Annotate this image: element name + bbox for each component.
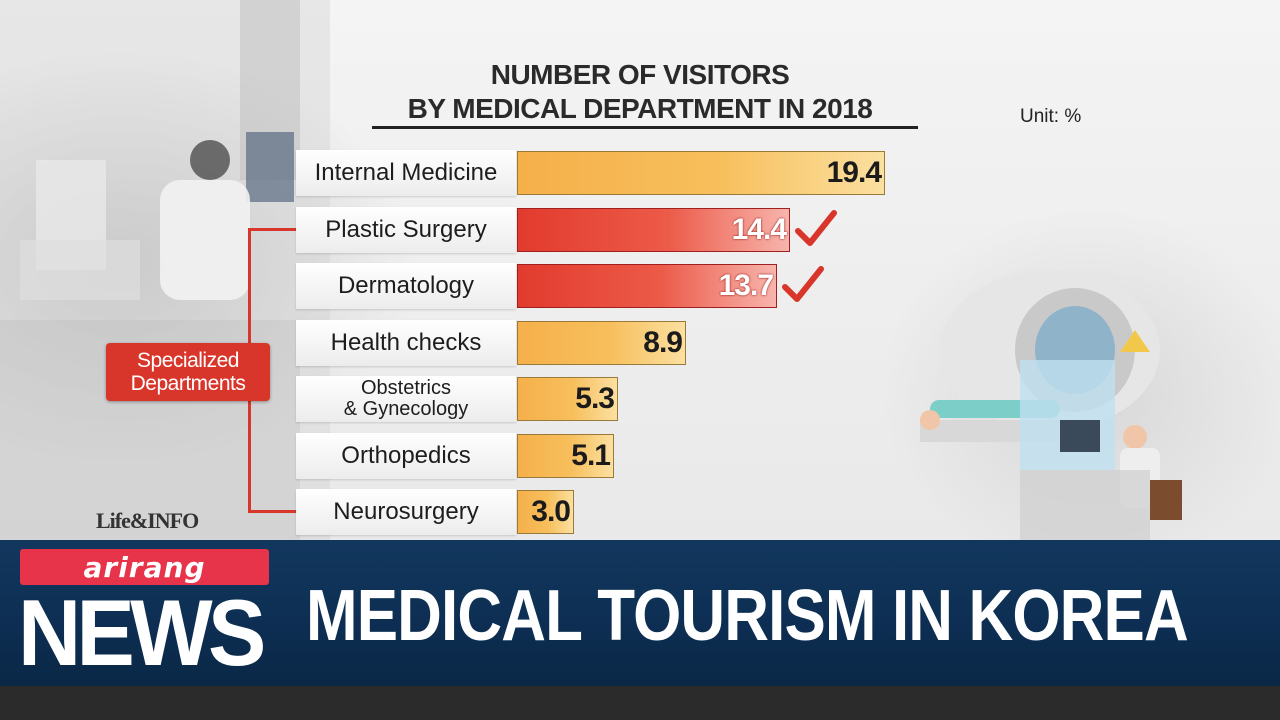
life-info-logo: Life&INFO <box>96 508 199 533</box>
bar <box>517 321 686 365</box>
specialized-departments-label: Specialized Departments <box>106 343 270 401</box>
bar <box>517 151 885 195</box>
arirang-brand-text: arirang <box>83 550 206 584</box>
category-label: Plastic Surgery <box>296 207 516 253</box>
category-label-line: Dermatology <box>337 272 475 299</box>
background <box>0 0 1280 540</box>
bar <box>517 490 574 534</box>
headline: MEDICAL TOURISM IN KOREA <box>306 576 1189 656</box>
specialized-label-line-1: Specialized <box>137 349 239 372</box>
bottom-strip <box>0 686 1280 720</box>
bar <box>517 208 790 252</box>
news-label: NEWS <box>18 580 266 685</box>
category-label-text: Orthopedics <box>341 442 471 469</box>
category-label-line: Plastic Surgery <box>325 216 487 243</box>
unit-label: Unit: % <box>1020 106 1082 127</box>
category-label-line: Obstetrics <box>360 377 451 399</box>
value-label: 13.7 <box>718 269 774 302</box>
category-label: Orthopedics <box>296 433 516 479</box>
bar <box>517 377 618 421</box>
category-label-line: Internal Medicine <box>314 159 498 186</box>
checkmark-stroke <box>795 210 837 246</box>
category-label-text: Health checks <box>330 329 482 356</box>
bracket-top-line <box>248 228 296 231</box>
value-label: 14.4 <box>731 213 787 246</box>
specialized-label-line-2: Departments <box>130 372 246 395</box>
category-label-text: Plastic Surgery <box>325 216 487 243</box>
chart-title-line-2: BY MEDICAL DEPARTMENT IN 2018 <box>407 93 873 124</box>
checkmark-icon <box>795 210 837 246</box>
category-label-text: Internal Medicine <box>314 159 498 186</box>
bar-chart: Internal Medicine 19.4 Plastic Surgery 14.4… <box>296 150 885 535</box>
value-label: 8.9 <box>643 326 683 359</box>
category-label-text: Dermatology <box>337 272 475 299</box>
background-photo-left <box>0 0 330 540</box>
category-label: Health checks <box>296 320 516 366</box>
value-label: 3.0 <box>531 495 571 528</box>
category-label: Obstetrics & Gynecology <box>296 376 516 422</box>
arirang-brand-box: arirang <box>20 549 269 585</box>
checkmark-icon <box>782 266 824 302</box>
category-label-line: & Gynecology <box>343 398 469 420</box>
category-label-line: Health checks <box>330 329 482 356</box>
category-label-line: Orthopedics <box>341 442 471 469</box>
bracket-bottom-line <box>248 510 296 513</box>
background-mri-illustration <box>920 270 1182 540</box>
title-underline <box>372 126 918 129</box>
category-label: Dermatology <box>296 263 516 309</box>
bar <box>517 434 614 478</box>
value-label: 5.1 <box>571 439 611 472</box>
checkmark-stroke <box>782 266 824 302</box>
category-label: Internal Medicine <box>296 150 516 196</box>
bar <box>517 264 777 308</box>
value-label: 19.4 <box>826 156 882 189</box>
value-label: 5.3 <box>575 382 615 415</box>
category-label-text: Obstetrics & Gynecology <box>344 378 469 420</box>
category-label: Neurosurgery <box>296 489 516 535</box>
category-label-line: Neurosurgery <box>333 498 479 525</box>
category-label-text: Neurosurgery <box>333 498 479 525</box>
chart-title-line-1: NUMBER OF VISITORS <box>490 59 790 90</box>
chart-title: NUMBER OF VISITORS BY MEDICAL DEPARTMENT… <box>360 58 920 126</box>
